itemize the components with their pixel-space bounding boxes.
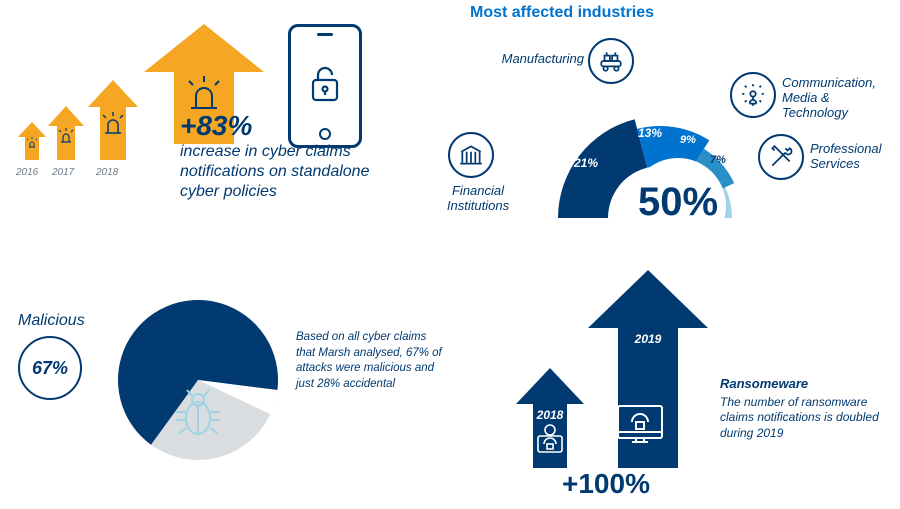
headline-block: +83% increase in cyber claims notificati… xyxy=(180,110,390,202)
siren-icon xyxy=(101,112,125,136)
ransomware-caption: Ransomeware The number of ransomware cla… xyxy=(720,376,895,442)
segment-label: Communication, Media & Technology xyxy=(782,76,887,121)
arrow-2016 xyxy=(18,122,46,160)
segment-label: Professional Services xyxy=(810,142,892,172)
ransomware-arrow-chart: 2018 2019 +100% Ransomeware The number o… xyxy=(480,270,890,505)
headline-value: +83% xyxy=(180,110,390,142)
caption-heading: Ransomeware xyxy=(720,376,895,393)
pct-label: 13% xyxy=(638,126,662,140)
cyber-claims-arrow-chart: 2016 2017 2018 +83% inc xyxy=(18,18,438,258)
pct-label: 21% xyxy=(574,156,598,170)
ransomware-pc-icon xyxy=(612,398,668,454)
siren-icon xyxy=(26,137,38,149)
pie-caption: Based on all cyber claims that Marsh ana… xyxy=(296,330,446,392)
tools-icon xyxy=(758,134,804,180)
ransomware-value: +100% xyxy=(562,468,650,500)
communication-icon xyxy=(730,72,776,118)
chart-title: Most affected industries xyxy=(470,4,890,22)
headline-text: increase in cyber claims notifications o… xyxy=(180,142,390,202)
year-label: 2017 xyxy=(52,167,74,178)
unlock-icon xyxy=(308,64,342,104)
bank-icon xyxy=(448,132,494,178)
manufacturing-icon xyxy=(588,38,634,84)
hacker-icon xyxy=(534,420,566,456)
donut-wrap: Financial Institutions Manufacturing Com… xyxy=(420,22,890,252)
caption-text: The number of ransomware claims notifica… xyxy=(720,395,879,440)
malicious-pie-chart: Malicious 67% Based on all cyber claims … xyxy=(18,300,438,495)
pct-label: 7% xyxy=(710,154,726,166)
siren-icon xyxy=(58,128,74,144)
bug-icon xyxy=(170,386,226,442)
year-label: 2016 xyxy=(16,167,38,178)
segment-label: Financial Institutions xyxy=(438,184,518,214)
malicious-pct-circle: 67% xyxy=(18,336,82,400)
segment-label: Manufacturing xyxy=(484,52,584,67)
year-label: 2018 xyxy=(96,167,118,178)
pct-label: 9% xyxy=(680,134,696,146)
malicious-label: Malicious xyxy=(18,312,85,330)
year-label: 2019 xyxy=(588,332,708,346)
arrow-2018 xyxy=(88,80,138,160)
arrow-2017 xyxy=(48,106,84,160)
siren-icon xyxy=(186,76,222,112)
industries-donut-chart: Most affected industries Financial Insti… xyxy=(420,4,890,264)
center-value: 50% xyxy=(638,180,718,225)
malicious-pct: 67% xyxy=(32,358,68,379)
